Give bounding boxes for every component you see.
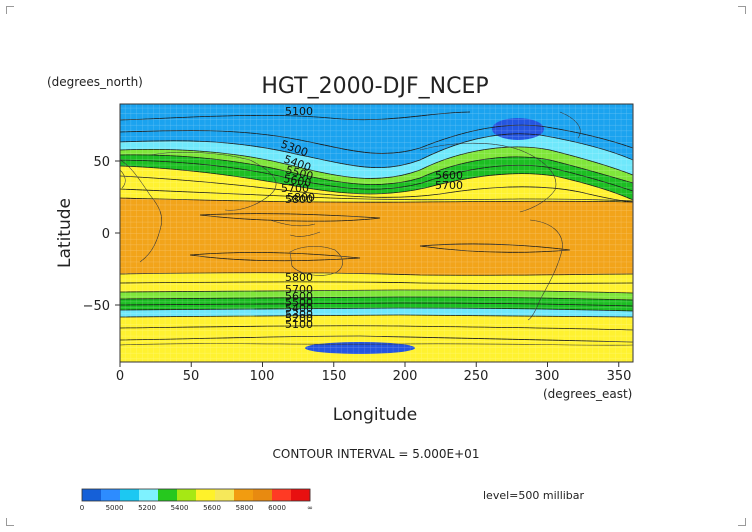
x-tick-label: 200 <box>393 369 418 384</box>
map-grid-overlay <box>120 104 633 362</box>
x-tick-label: 0 <box>116 369 124 384</box>
contour-label: 5700 <box>281 182 309 195</box>
colorbar-frame <box>81 488 311 502</box>
colorbar-swatch <box>177 489 197 501</box>
contour-label: 5100 <box>285 318 313 331</box>
y-units-label: (degrees_north) <box>47 75 143 89</box>
contour-label: 5600 <box>282 172 312 190</box>
x-tick-labels: 0 50 100 150 200 250 300 350 <box>116 369 632 384</box>
contour-label: 5800 <box>287 191 315 204</box>
y-tick-label: 0 <box>102 227 110 242</box>
colorbar-swatch <box>101 489 121 501</box>
x-tick-label: 50 <box>183 369 200 384</box>
colorbar-label: 5800 <box>236 504 254 512</box>
x-axis-label: Longitude <box>333 405 418 425</box>
contour-interval-text: CONTOUR INTERVAL = 5.000E+01 <box>273 447 480 461</box>
colorbar-swatch <box>291 489 311 501</box>
colorbar-label: 5600 <box>203 504 221 512</box>
colorbar-swatch <box>272 489 292 501</box>
crop-mark-bottom-left <box>6 518 14 526</box>
contour-label: 5100 <box>285 105 313 118</box>
crop-mark-bottom-right <box>738 518 746 526</box>
y-axis-label: Latitude <box>55 198 75 268</box>
contour-label: 5300 <box>285 308 313 321</box>
x-tick-label: 150 <box>322 369 347 384</box>
x-axis-ticks <box>119 362 620 367</box>
x-tick-label: 300 <box>535 369 560 384</box>
colorbar-label: 6000 <box>268 504 286 512</box>
colorbar-swatch <box>82 489 102 501</box>
crop-mark-top-right <box>738 6 746 14</box>
colorbar-swatch <box>196 489 216 501</box>
y-tick-label: −50 <box>83 299 110 314</box>
contour-label: 5500 <box>285 296 313 309</box>
crop-mark-top-left <box>6 6 14 14</box>
colorbar: 0 5000 5200 5400 5600 5800 6000 ∞ <box>80 488 313 512</box>
contour-label: 5800 <box>285 271 313 284</box>
y-tick-labels: 50 0 −50 <box>83 155 110 314</box>
colorbar-label: 0 <box>80 504 84 512</box>
contour-label: 5400 <box>285 302 313 315</box>
colorbar-cells <box>82 489 311 501</box>
contour-label: 5600 <box>285 290 313 303</box>
y-tick-label: 50 <box>93 155 110 170</box>
contour-label: 5800 <box>285 193 313 206</box>
x-tick-label: 350 <box>607 369 632 384</box>
colorbar-label: ∞ <box>307 504 313 512</box>
x-units-label: (degrees_east) <box>543 387 632 401</box>
level-text: level=500 millibar <box>483 489 585 502</box>
contour-label: 5200 <box>285 312 313 325</box>
colorbar-label: 5400 <box>171 504 189 512</box>
colorbar-labels: 0 5000 5200 5400 5600 5800 6000 ∞ <box>80 504 313 512</box>
colorbar-swatch <box>139 489 159 501</box>
contour-label: 5700 <box>435 179 463 192</box>
map-plot-area <box>120 104 633 362</box>
x-tick-label: 250 <box>464 369 489 384</box>
contour-label: 5600 <box>435 169 463 182</box>
colorbar-swatch <box>253 489 273 501</box>
y-axis-ticks <box>115 160 120 306</box>
colorbar-label: 5200 <box>138 504 156 512</box>
colorbar-label: 5000 <box>106 504 124 512</box>
contour-labels: 5100 5300 5400 5500 5600 5700 5800 5600 … <box>279 105 463 331</box>
colorbar-swatch <box>158 489 178 501</box>
contour-label: 5700 <box>285 283 313 296</box>
colorbar-swatch <box>120 489 140 501</box>
colorbar-swatch <box>234 489 254 501</box>
colorbar-swatch <box>215 489 235 501</box>
chart-title: HGT_2000-DJF_NCEP <box>261 74 488 99</box>
x-tick-label: 100 <box>250 369 275 384</box>
